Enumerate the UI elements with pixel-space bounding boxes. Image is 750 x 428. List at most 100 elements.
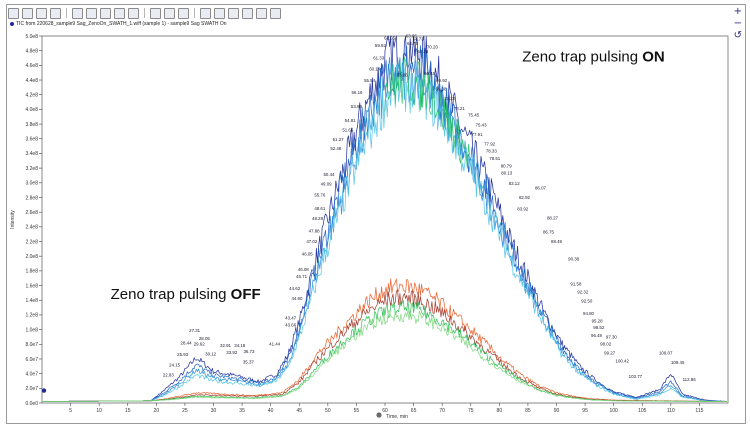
cursor-icon[interactable] xyxy=(114,7,125,19)
peak-label: 73.21 xyxy=(454,106,466,111)
peak-label: 97.30 xyxy=(606,334,618,339)
peak-label: 98.02 xyxy=(600,342,612,347)
y-tick-label: 2.6e8 xyxy=(25,210,38,216)
y-tick-label: 3.2e8 xyxy=(25,166,38,172)
peak-label: 48.61 xyxy=(314,206,326,211)
annotation-zeno-on: Zeno trap pulsing ON xyxy=(522,49,665,66)
peak-icon[interactable] xyxy=(100,7,111,19)
x-axis-scroll-handle[interactable] xyxy=(376,412,382,418)
peak-label: 69.38 xyxy=(436,86,448,91)
x-tick-label: 90 xyxy=(554,408,560,414)
redo-icon[interactable] xyxy=(150,7,161,19)
peak-label: 24.15 xyxy=(169,362,181,367)
x-tick-label: 45 xyxy=(296,408,302,414)
zoom-plus-icon[interactable]: + xyxy=(733,6,742,17)
start-marker xyxy=(41,388,47,393)
peak-label: 90.38 xyxy=(568,257,580,262)
table-icon[interactable] xyxy=(214,7,225,19)
y-tick-label: 4.6e8 xyxy=(25,63,38,69)
y-tick-label: 2.2e8 xyxy=(25,239,38,245)
peak-label: 63.06 xyxy=(397,72,409,77)
toolbar-separator xyxy=(194,8,195,18)
y-tick-label: 5.0e8 xyxy=(25,34,38,40)
peak-label: 61.05 xyxy=(384,36,396,41)
grid-icon[interactable] xyxy=(200,7,211,19)
export-icon[interactable] xyxy=(256,7,267,19)
copy-icon[interactable] xyxy=(228,7,239,19)
peak-label: 94.80 xyxy=(583,311,595,316)
annotate-icon[interactable] xyxy=(178,7,189,19)
series-line-5 xyxy=(384,57,470,169)
search-icon[interactable] xyxy=(86,7,97,19)
peak-label: 59.93 xyxy=(375,43,387,48)
peak-label: 100.42 xyxy=(616,359,630,364)
y-tick-label: 2.4e8 xyxy=(25,225,38,231)
undo-icon[interactable] xyxy=(128,7,139,19)
peak-label: 35.37 xyxy=(243,359,255,364)
toolbar-separator xyxy=(66,8,67,18)
peak-label: 47.88 xyxy=(309,229,321,234)
peak-label: 77.92 xyxy=(484,141,496,146)
peak-label: 43.66 xyxy=(285,323,297,328)
peak-label: 28.05 xyxy=(199,336,211,341)
trace-color-icon xyxy=(10,22,14,26)
arrow-icon[interactable] xyxy=(72,7,83,19)
peak-label: 46.05 xyxy=(302,251,314,256)
annotation-zeno-off: Zeno trap pulsing OFF xyxy=(111,286,261,303)
x-tick-label: 35 xyxy=(239,408,245,414)
x-tick-label: 95 xyxy=(582,408,588,414)
peak-label: 64.73 xyxy=(413,36,425,41)
x-tick-label: 40 xyxy=(268,408,274,414)
peak-label: 69.92 xyxy=(436,78,448,83)
pan-icon[interactable] xyxy=(50,7,61,19)
peak-label: 75.45 xyxy=(468,113,480,118)
peak-label: 78.51 xyxy=(489,156,501,161)
zoom-minus-icon[interactable]: − xyxy=(733,18,742,29)
print-icon[interactable] xyxy=(242,7,253,19)
x-tick-label: 70 xyxy=(439,408,445,414)
peak-label: 82.92 xyxy=(519,195,531,200)
peak-label: 61.33 xyxy=(373,55,385,60)
y-axis-label: Intensity xyxy=(10,210,16,229)
x-tick-label: 75 xyxy=(468,408,474,414)
y-tick-label: 4.0e7 xyxy=(25,371,38,377)
peak-label: 103.77 xyxy=(629,374,643,379)
peak-label: 78.33 xyxy=(486,149,498,154)
zoom-out-icon[interactable] xyxy=(22,7,33,19)
peak-label: 99.27 xyxy=(604,351,616,356)
reset-icon[interactable]: ↺ xyxy=(733,30,742,41)
toolbar xyxy=(8,6,718,20)
peak-label: 70.20 xyxy=(427,44,439,49)
x-tick-label: 5 xyxy=(69,408,72,414)
peak-label: 36.73 xyxy=(243,349,255,354)
peak-label: 55.54 xyxy=(364,78,376,83)
x-tick-label: 110 xyxy=(667,408,675,414)
home-icon[interactable] xyxy=(36,7,47,19)
x-tick-label: 25 xyxy=(182,408,188,414)
x-tick-label: 100 xyxy=(609,408,618,414)
y-tick-label: 1.8e8 xyxy=(25,269,38,275)
peak-label: 48.28 xyxy=(312,216,324,221)
peak-label: 83.92 xyxy=(517,207,529,212)
y-tick-label: 1.0e8 xyxy=(25,327,38,333)
peak-label: 51.65 xyxy=(342,127,354,132)
peak-label: 86.75 xyxy=(543,229,555,234)
overlay-icon[interactable] xyxy=(164,7,175,19)
trace-title-text: TIC from 220628_sample9 Sag_ZenoOn_SWATH… xyxy=(16,21,227,27)
y-tick-label: 4.4e8 xyxy=(25,78,38,84)
x-axis-label: Time, min xyxy=(386,414,408,420)
x-tick-label: 60 xyxy=(382,408,388,414)
series-line-1 xyxy=(42,35,727,402)
zoom-in-icon[interactable] xyxy=(8,7,19,19)
peak-label: 112.86 xyxy=(683,377,697,382)
y-tick-label: 1.6e8 xyxy=(25,283,38,289)
peak-label: 92.50 xyxy=(581,298,593,303)
series-line-9 xyxy=(42,310,727,402)
layout-icon[interactable] xyxy=(270,7,281,19)
x-tick-label: 85 xyxy=(525,408,531,414)
peak-label: 80.13 xyxy=(501,171,513,176)
y-tick-label: 1.4e8 xyxy=(25,298,38,304)
peak-label: 77.91 xyxy=(472,132,484,137)
plot-area xyxy=(41,35,729,404)
